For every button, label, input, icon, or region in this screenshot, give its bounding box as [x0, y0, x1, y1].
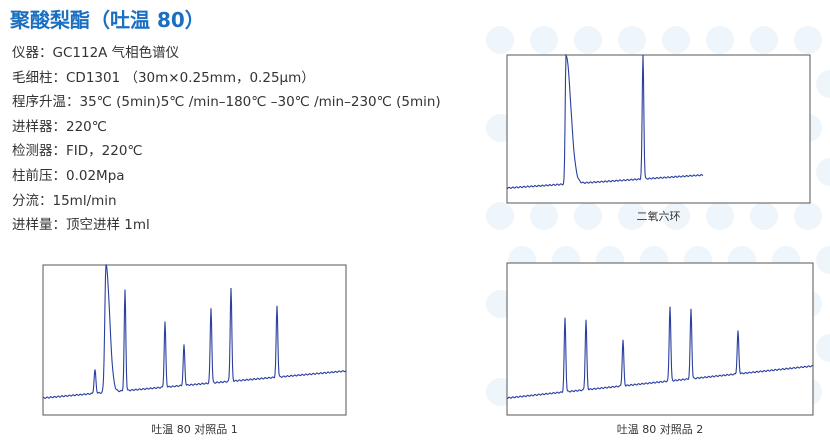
- trace: [507, 53, 704, 190]
- dot: [530, 26, 558, 54]
- dot: [662, 26, 690, 54]
- spec-value: 0.02Mpa: [66, 168, 125, 184]
- dot: [618, 202, 646, 230]
- spec-label: 毛细柱：: [12, 69, 66, 86]
- dot: [530, 202, 558, 230]
- dot: [618, 26, 646, 54]
- dot: [750, 202, 778, 230]
- dot: [750, 26, 778, 54]
- dot: [574, 202, 602, 230]
- title: 聚酸梨酯（吐温 80）: [10, 8, 205, 32]
- spec-label: 柱前压：: [12, 168, 66, 184]
- spec-label: 进样量：: [12, 217, 66, 234]
- spec-value: FID，220℃: [66, 143, 143, 160]
- spec-line: 进样器：220℃: [12, 115, 107, 135]
- dot: [706, 26, 734, 54]
- chromatogram-frame: [506, 262, 814, 416]
- spec-line: 毛细柱：CD1301 （30m×0.25mm，0.25μm）: [12, 66, 315, 86]
- spec-label: 仪器：: [12, 45, 53, 61]
- spec-line: 仪器：GC112A 气相色谱仪: [12, 41, 179, 61]
- spec-label: 程序升温：: [12, 94, 80, 111]
- dot: [816, 70, 830, 98]
- dot: [816, 334, 830, 362]
- chromatogram-frame: [506, 54, 811, 204]
- spec-value: 220℃: [66, 118, 107, 135]
- dot: [574, 26, 602, 54]
- dot: [486, 26, 514, 54]
- spec-line: 进样量：顶空进样 1ml: [12, 213, 150, 233]
- trace: [507, 306, 814, 400]
- dot: [816, 158, 830, 186]
- dot: [794, 202, 822, 230]
- trace: [42, 264, 347, 399]
- spec-label: 分流：: [12, 192, 53, 209]
- spec-line: 检测器：FID，220℃: [12, 139, 143, 159]
- caption: 二氧六环: [636, 210, 681, 223]
- dot: [794, 26, 822, 54]
- chromatogram-frame: [42, 264, 347, 416]
- caption: 吐温 80 对照品 1: [151, 423, 238, 436]
- dot: [816, 246, 830, 274]
- spec-value: 顶空进样 1ml: [66, 217, 150, 234]
- spec-value: 35℃ (5min)5℃ /min–180℃ –30℃ /min–230℃ (5…: [79, 94, 441, 111]
- dot: [706, 202, 734, 230]
- dot: [486, 202, 514, 230]
- dot: [662, 202, 690, 230]
- spec-label: 进样器：: [12, 118, 66, 135]
- spec-line: 柱前压：0.02Mpa: [12, 164, 125, 184]
- spec-value: 15ml/min: [52, 192, 117, 209]
- spec-value: CD1301 （30m×0.25mm，0.25μm）: [66, 69, 315, 86]
- spec-line: 分流：15ml/min: [12, 189, 117, 209]
- caption: 吐温 80 对照品 2: [616, 423, 704, 436]
- spec-value: GC112A 气相色谱仪: [52, 45, 180, 61]
- spec-line: 程序升温：35℃ (5min)5℃ /min–180℃ –30℃ /min–23…: [12, 90, 441, 110]
- spec-label: 检测器：: [12, 143, 66, 160]
